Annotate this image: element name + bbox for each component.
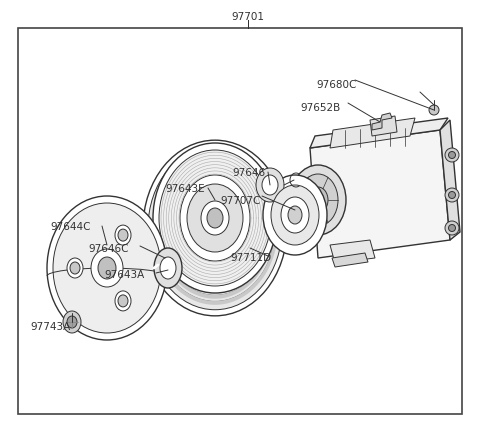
Ellipse shape bbox=[98, 257, 116, 279]
Text: 97707C: 97707C bbox=[220, 196, 260, 206]
Ellipse shape bbox=[445, 221, 459, 235]
Ellipse shape bbox=[193, 201, 237, 255]
Ellipse shape bbox=[263, 175, 327, 255]
Ellipse shape bbox=[153, 143, 277, 293]
Ellipse shape bbox=[70, 262, 80, 274]
Text: 97680C: 97680C bbox=[316, 80, 356, 90]
Ellipse shape bbox=[187, 184, 243, 252]
Text: 97643A: 97643A bbox=[104, 270, 144, 280]
Polygon shape bbox=[440, 120, 460, 240]
Polygon shape bbox=[370, 116, 397, 136]
Polygon shape bbox=[182, 188, 248, 268]
Ellipse shape bbox=[256, 168, 284, 202]
Ellipse shape bbox=[91, 249, 123, 287]
Bar bbox=[18, 28, 462, 414]
Ellipse shape bbox=[115, 291, 131, 311]
Polygon shape bbox=[177, 182, 253, 274]
Ellipse shape bbox=[429, 105, 439, 115]
Ellipse shape bbox=[159, 150, 271, 286]
Ellipse shape bbox=[290, 165, 346, 235]
Ellipse shape bbox=[288, 206, 302, 224]
Polygon shape bbox=[172, 176, 258, 280]
Polygon shape bbox=[330, 118, 415, 148]
Text: 97646: 97646 bbox=[232, 168, 265, 178]
Ellipse shape bbox=[118, 229, 128, 241]
Ellipse shape bbox=[47, 196, 167, 340]
Text: 97743A: 97743A bbox=[30, 322, 70, 332]
Ellipse shape bbox=[148, 146, 282, 310]
Ellipse shape bbox=[180, 175, 250, 261]
Ellipse shape bbox=[445, 188, 459, 202]
Ellipse shape bbox=[160, 257, 176, 279]
Polygon shape bbox=[167, 170, 263, 286]
Ellipse shape bbox=[448, 151, 456, 159]
Ellipse shape bbox=[207, 208, 223, 228]
Ellipse shape bbox=[201, 201, 229, 235]
Ellipse shape bbox=[298, 174, 338, 226]
Ellipse shape bbox=[308, 187, 328, 213]
Polygon shape bbox=[157, 157, 273, 299]
Ellipse shape bbox=[448, 191, 456, 198]
Ellipse shape bbox=[448, 225, 456, 232]
Ellipse shape bbox=[271, 185, 319, 245]
Ellipse shape bbox=[143, 140, 287, 316]
Polygon shape bbox=[310, 130, 450, 258]
Ellipse shape bbox=[445, 148, 459, 162]
Polygon shape bbox=[372, 113, 392, 130]
Ellipse shape bbox=[118, 295, 128, 307]
Ellipse shape bbox=[201, 211, 229, 245]
Text: 97643E: 97643E bbox=[165, 184, 204, 194]
Ellipse shape bbox=[53, 203, 161, 333]
Ellipse shape bbox=[67, 316, 77, 328]
Ellipse shape bbox=[63, 311, 81, 333]
Ellipse shape bbox=[281, 197, 309, 233]
Ellipse shape bbox=[262, 175, 278, 195]
Polygon shape bbox=[152, 151, 278, 305]
Ellipse shape bbox=[115, 225, 131, 245]
Text: 97646C: 97646C bbox=[88, 244, 129, 254]
Text: 97652B: 97652B bbox=[300, 103, 340, 113]
Text: 97701: 97701 bbox=[231, 12, 264, 22]
Polygon shape bbox=[330, 240, 375, 263]
Ellipse shape bbox=[154, 248, 182, 288]
Ellipse shape bbox=[67, 258, 83, 278]
Polygon shape bbox=[310, 118, 448, 148]
Text: 97711D: 97711D bbox=[230, 253, 271, 263]
Polygon shape bbox=[162, 164, 268, 293]
Polygon shape bbox=[332, 253, 368, 267]
Text: 97644C: 97644C bbox=[50, 222, 91, 232]
